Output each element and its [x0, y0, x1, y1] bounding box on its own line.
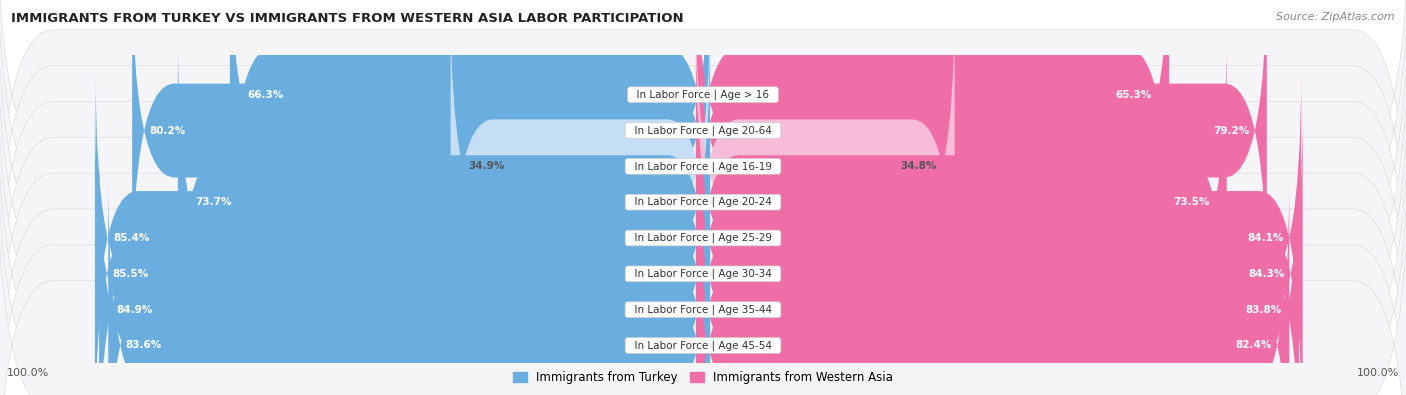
- FancyBboxPatch shape: [450, 0, 710, 335]
- Text: In Labor Force | Age 30-34: In Labor Force | Age 30-34: [628, 269, 778, 279]
- Text: 84.1%: 84.1%: [1247, 233, 1284, 243]
- FancyBboxPatch shape: [231, 0, 710, 263]
- Text: IMMIGRANTS FROM TURKEY VS IMMIGRANTS FROM WESTERN ASIA LABOR PARTICIPATION: IMMIGRANTS FROM TURKEY VS IMMIGRANTS FRO…: [11, 12, 683, 25]
- FancyBboxPatch shape: [696, 177, 1289, 395]
- FancyBboxPatch shape: [0, 0, 1406, 316]
- FancyBboxPatch shape: [0, 88, 1406, 395]
- FancyBboxPatch shape: [0, 0, 1406, 352]
- Text: 65.3%: 65.3%: [1115, 90, 1152, 100]
- Legend: Immigrants from Turkey, Immigrants from Western Asia: Immigrants from Turkey, Immigrants from …: [508, 367, 898, 389]
- Text: 34.8%: 34.8%: [901, 162, 938, 171]
- Text: In Labor Force | Age > 16: In Labor Force | Age > 16: [630, 89, 776, 100]
- Text: In Labor Force | Age 25-29: In Labor Force | Age 25-29: [627, 233, 779, 243]
- Text: In Labor Force | Age 20-64: In Labor Force | Age 20-64: [628, 125, 778, 136]
- Text: Source: ZipAtlas.com: Source: ZipAtlas.com: [1277, 12, 1395, 22]
- Text: In Labor Force | Age 45-54: In Labor Force | Age 45-54: [627, 340, 779, 351]
- FancyBboxPatch shape: [696, 0, 1267, 299]
- Text: 73.5%: 73.5%: [1173, 197, 1209, 207]
- Text: 79.2%: 79.2%: [1213, 126, 1250, 135]
- Text: 34.9%: 34.9%: [468, 162, 505, 171]
- Text: In Labor Force | Age 35-44: In Labor Force | Age 35-44: [627, 305, 779, 315]
- Text: 82.4%: 82.4%: [1236, 340, 1272, 350]
- FancyBboxPatch shape: [0, 52, 1406, 395]
- FancyBboxPatch shape: [96, 106, 710, 395]
- FancyBboxPatch shape: [696, 0, 1170, 263]
- Text: In Labor Force | Age 20-24: In Labor Force | Age 20-24: [628, 197, 778, 207]
- FancyBboxPatch shape: [0, 124, 1406, 395]
- FancyBboxPatch shape: [98, 142, 710, 395]
- FancyBboxPatch shape: [696, 106, 1303, 395]
- Text: In Labor Force | Age 16-19: In Labor Force | Age 16-19: [627, 161, 779, 171]
- Text: 84.3%: 84.3%: [1249, 269, 1285, 279]
- Text: 83.8%: 83.8%: [1246, 305, 1282, 315]
- Text: 73.7%: 73.7%: [195, 197, 232, 207]
- FancyBboxPatch shape: [696, 0, 955, 335]
- Text: 85.5%: 85.5%: [112, 269, 149, 279]
- Text: 100.0%: 100.0%: [1357, 368, 1399, 378]
- Text: 83.6%: 83.6%: [127, 340, 162, 350]
- FancyBboxPatch shape: [132, 0, 710, 299]
- Text: 84.9%: 84.9%: [117, 305, 153, 315]
- FancyBboxPatch shape: [696, 70, 1302, 395]
- FancyBboxPatch shape: [108, 177, 710, 395]
- Text: 66.3%: 66.3%: [247, 90, 284, 100]
- FancyBboxPatch shape: [177, 34, 710, 370]
- FancyBboxPatch shape: [696, 34, 1227, 370]
- FancyBboxPatch shape: [96, 70, 710, 395]
- Text: 100.0%: 100.0%: [7, 368, 49, 378]
- FancyBboxPatch shape: [0, 16, 1406, 395]
- Text: 80.2%: 80.2%: [149, 126, 186, 135]
- FancyBboxPatch shape: [696, 142, 1299, 395]
- Text: 85.4%: 85.4%: [112, 233, 149, 243]
